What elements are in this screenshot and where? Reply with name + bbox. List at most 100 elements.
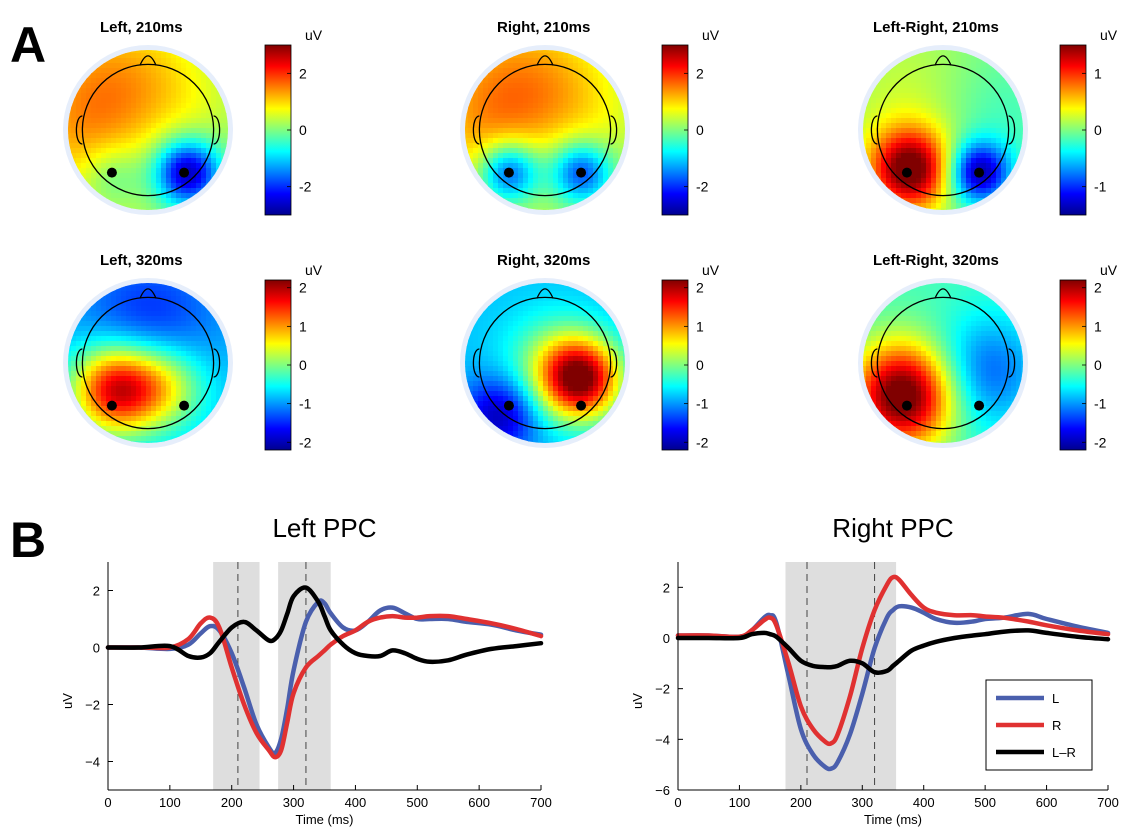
topomap-title: Left-Right, 320ms	[873, 252, 999, 269]
colorbar-unit: uV	[1100, 27, 1118, 43]
x-tick-label: 200	[790, 795, 812, 810]
nose-outline	[139, 288, 157, 299]
colorbar-tick-label: -2	[696, 434, 709, 450]
plot-title: Right PPC	[832, 513, 953, 543]
colorbar-tick-label: -1	[1094, 179, 1107, 195]
topomap-title: Left, 320ms	[100, 252, 183, 269]
colorbar-tick-label: 0	[1094, 122, 1102, 138]
colorbar-tick-label: 0	[299, 122, 307, 138]
colorbar-tick-label: 1	[1094, 65, 1102, 81]
panel-a-label: A	[10, 17, 46, 73]
x-tick-label: 600	[468, 795, 490, 810]
topomap-grid: Left, 210ms uV 2 0 -2 Right, 210ms uV 2 0 -2 Left-…	[63, 19, 1118, 451]
left-ear-outline	[870, 348, 878, 378]
electrode-marker	[974, 167, 985, 178]
head-outline	[876, 296, 1010, 430]
electrode-marker	[503, 167, 514, 178]
plot-title: Left PPC	[272, 513, 376, 543]
topomap-title: Right, 210ms	[497, 19, 590, 36]
x-tick-label: 100	[159, 795, 181, 810]
left-ppc-plot: Left PPC 0 100 200 300 400 500 600 700 2 0 −2 −4 Time…	[60, 513, 552, 827]
topomap-title: Left-Right, 210ms	[873, 19, 999, 36]
head-outline	[478, 63, 612, 197]
colorbar	[1059, 279, 1087, 451]
legend-label: R	[1052, 718, 1061, 733]
colorbar-tick-label: 2	[696, 280, 704, 296]
nose-outline	[536, 55, 554, 66]
y-tick-label: −4	[85, 755, 100, 770]
x-tick-label: 600	[1036, 795, 1058, 810]
right-ear-outline	[610, 115, 618, 145]
topomap-title: Right, 320ms	[497, 252, 590, 269]
colorbar-unit: uV	[305, 27, 323, 43]
x-tick-label: 700	[530, 795, 552, 810]
electrode-marker	[576, 400, 587, 411]
colorbar-tick-label: -1	[299, 396, 312, 412]
legend: LR L–R	[985, 679, 1093, 771]
colorbar	[661, 44, 689, 216]
y-tick-label: −6	[655, 783, 670, 798]
right-ear-outline	[1008, 115, 1016, 145]
electrode-marker	[974, 400, 985, 411]
electrode-marker	[901, 400, 912, 411]
x-tick-label: 400	[345, 795, 367, 810]
colorbar-tick-label: 0	[696, 122, 704, 138]
y-tick-label: 2	[663, 580, 670, 595]
x-tick-label: 500	[406, 795, 428, 810]
electrode-marker	[503, 400, 514, 411]
series-line	[675, 628, 1111, 675]
colorbar-unit: uV	[702, 262, 720, 278]
colorbar-tick-label: 0	[299, 357, 307, 373]
legend-label: L	[1052, 691, 1059, 706]
left-ear-outline	[870, 115, 878, 145]
colorbar	[1059, 44, 1087, 216]
colorbar-tick-label: -2	[299, 179, 312, 195]
colorbar-unit: uV	[305, 262, 323, 278]
electrode-marker	[179, 400, 190, 411]
right-ear-outline	[610, 348, 618, 378]
y-axis-label: uV	[630, 693, 645, 709]
topomap: Left-Right, 210ms uV 1 0 -1	[858, 19, 1118, 216]
colorbar-tick-label: -1	[696, 396, 709, 412]
x-axis-label: Time (ms)	[864, 812, 922, 827]
nose-outline	[139, 55, 157, 66]
electrode-marker	[106, 400, 117, 411]
colorbar-tick-label: 1	[696, 318, 704, 334]
electrode-marker	[106, 167, 117, 178]
left-ear-outline	[472, 348, 480, 378]
x-tick-label: 0	[104, 795, 111, 810]
x-tick-label: 100	[729, 795, 751, 810]
nose-outline	[934, 55, 952, 66]
topomap-title: Left, 210ms	[100, 19, 183, 36]
series-line	[105, 585, 544, 665]
left-ear-outline	[75, 348, 83, 378]
right-ear-outline	[1008, 348, 1016, 378]
topomap: Left-Right, 320ms uV 2 1 0 -1 -2	[858, 252, 1118, 451]
colorbar-unit: uV	[702, 27, 720, 43]
y-tick-label: −4	[655, 732, 670, 747]
series-line	[675, 574, 1111, 747]
topomap: Right, 210ms uV 2 0 -2	[460, 19, 720, 216]
left-ear-outline	[472, 115, 480, 145]
analysis-window	[278, 562, 331, 790]
colorbar-tick-label: -2	[299, 434, 312, 450]
x-tick-label: 0	[674, 795, 681, 810]
series-line	[105, 613, 544, 760]
nose-outline	[536, 288, 554, 299]
colorbar	[264, 279, 292, 451]
colorbar-tick-label: -2	[696, 179, 709, 195]
x-tick-label: 400	[913, 795, 935, 810]
colorbar-tick-label: 2	[299, 280, 307, 296]
colorbar-unit: uV	[1100, 262, 1118, 278]
electrode-marker	[179, 167, 190, 178]
x-tick-label: 300	[283, 795, 305, 810]
x-tick-label: 300	[851, 795, 873, 810]
colorbar-tick-label: 0	[1094, 357, 1102, 373]
y-tick-label: 0	[93, 641, 100, 656]
colorbar-tick-label: 2	[696, 65, 704, 81]
legend-label: L–R	[1052, 745, 1076, 760]
panel-b-label: B	[10, 512, 46, 568]
y-tick-label: −2	[655, 682, 670, 697]
y-axis-label: uV	[60, 693, 75, 709]
